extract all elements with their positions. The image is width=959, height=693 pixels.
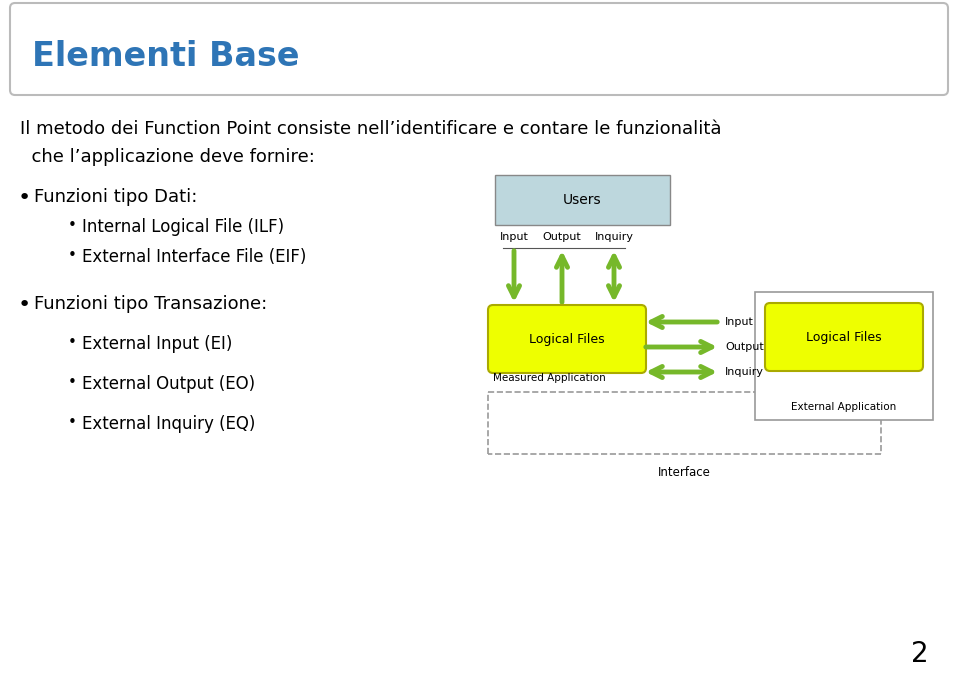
Text: External Inquiry (EQ): External Inquiry (EQ) (82, 415, 255, 433)
Text: External Application: External Application (791, 402, 897, 412)
Text: 2: 2 (911, 640, 929, 668)
Text: Output: Output (725, 342, 763, 352)
Text: External Interface File (EIF): External Interface File (EIF) (82, 248, 306, 266)
FancyBboxPatch shape (10, 3, 948, 95)
Text: Logical Files: Logical Files (529, 333, 605, 346)
Text: Elementi Base: Elementi Base (32, 40, 299, 73)
FancyBboxPatch shape (495, 175, 670, 225)
Text: Input: Input (500, 232, 528, 242)
Text: •: • (68, 335, 77, 350)
FancyBboxPatch shape (755, 292, 933, 420)
Text: Inquiry: Inquiry (725, 367, 764, 377)
Text: Output: Output (543, 232, 581, 242)
Text: Interface: Interface (658, 466, 711, 479)
Text: Measured Application: Measured Application (493, 373, 606, 383)
Text: •: • (18, 295, 32, 315)
Text: •: • (68, 218, 77, 233)
FancyBboxPatch shape (765, 303, 923, 371)
Text: Input: Input (725, 317, 754, 327)
Text: Users: Users (563, 193, 602, 207)
Text: External Output (EO): External Output (EO) (82, 375, 255, 393)
Text: •: • (68, 375, 77, 390)
Text: •: • (68, 415, 77, 430)
FancyBboxPatch shape (488, 305, 646, 373)
Text: Inquiry: Inquiry (595, 232, 634, 242)
Text: che l’applicazione deve fornire:: che l’applicazione deve fornire: (20, 148, 315, 166)
Text: Funzioni tipo Dati:: Funzioni tipo Dati: (34, 188, 198, 206)
Text: Funzioni tipo Transazione:: Funzioni tipo Transazione: (34, 295, 268, 313)
Text: •: • (68, 248, 77, 263)
Text: Internal Logical File (ILF): Internal Logical File (ILF) (82, 218, 284, 236)
Text: Logical Files: Logical Files (807, 331, 882, 344)
Text: External Input (EI): External Input (EI) (82, 335, 232, 353)
Text: •: • (18, 188, 32, 208)
Text: Il metodo dei Function Point consiste nell’identificare e contare le funzionalit: Il metodo dei Function Point consiste ne… (20, 120, 721, 138)
